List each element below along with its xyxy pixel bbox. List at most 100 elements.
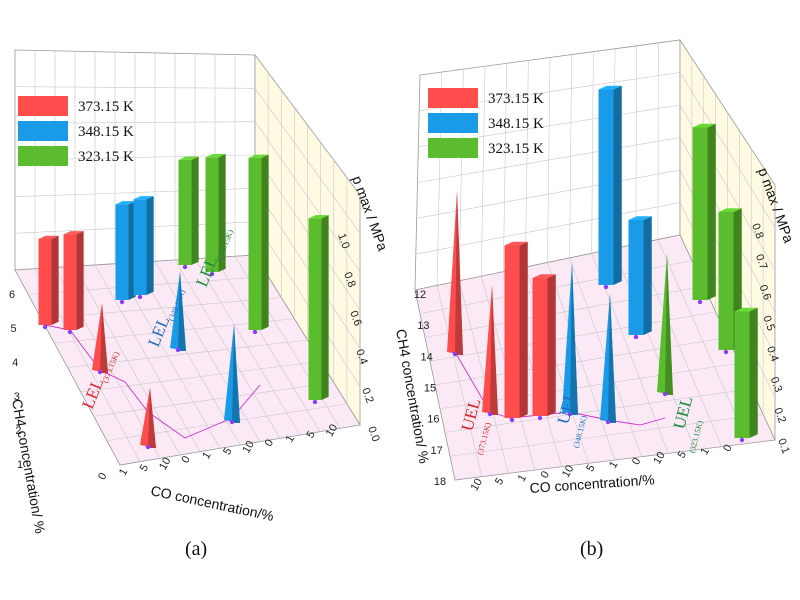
bar-32315K-0 (657, 254, 673, 397)
bar-side (707, 123, 716, 300)
floor-grid-line (80, 360, 321, 393)
legend-swatch-348-b (428, 113, 478, 133)
panel-b-caption: (b) (580, 538, 603, 560)
bar-front (308, 218, 322, 400)
bar-37315K-1 (482, 285, 498, 417)
bar-base-marker (67, 329, 73, 335)
x-tick-label: 5 (138, 462, 151, 473)
z-tick-label: 0.0 (365, 425, 382, 443)
z-tick-label: 0.3 (768, 375, 785, 393)
bar-top (692, 123, 716, 128)
bar-32315K-3 (734, 307, 758, 443)
z-tick-label: 0.4 (764, 345, 781, 363)
bar-top (178, 156, 199, 160)
floor-grid-line (444, 388, 752, 433)
bar-front (205, 157, 219, 272)
bar-34815K-0 (115, 201, 136, 305)
panel-b-chart: 373.15 K 348.15 K 323.15 K UEL (373.15K)… (393, 38, 797, 560)
grid-line (418, 104, 776, 271)
panel-a-caption: (a) (185, 538, 207, 560)
x-tick-label: 1 (698, 446, 711, 457)
bar-side (547, 274, 556, 416)
bar-cone-shade (232, 324, 240, 423)
bar-base-marker (209, 271, 215, 277)
bar-cone-shade (455, 191, 463, 355)
bar-34815K-3 (224, 324, 240, 425)
y-tick-label: 1 (17, 459, 23, 471)
bar-base-marker (633, 334, 639, 340)
bar-37315K-0 (447, 191, 463, 357)
z-tick-label: 0.8 (749, 222, 766, 240)
legend-label-373: 373.15 K (78, 99, 134, 115)
bar-cone-shade (608, 293, 616, 423)
bar-side (613, 85, 622, 285)
z-tick-label: 0.2 (359, 386, 376, 404)
y-tick-label: 5 (11, 323, 17, 335)
bar-cone-shade (100, 303, 108, 373)
panel-a-bars (38, 154, 329, 450)
x-tick-label: 1 (200, 450, 213, 461)
panel-b-bars (447, 85, 758, 443)
bar-base-marker (229, 419, 235, 425)
y-tick-label: 2 (15, 425, 21, 437)
panel-a-chart: 373.15 K 348.15 K 323.15 K LEL (373.15K)… (9, 49, 391, 560)
bar-top (115, 201, 136, 205)
bar-32315K-0 (178, 156, 199, 270)
bar-base-marker (662, 391, 668, 397)
bar-37315K-2 (92, 303, 108, 375)
legend-label-348-b: 348.15 K (488, 116, 544, 132)
legend-label-323-b: 323.15 K (488, 141, 544, 157)
bar-base-marker (537, 415, 543, 421)
bar-front (598, 89, 614, 285)
bar-cone-shade (570, 262, 578, 415)
bar-37315K-0 (38, 235, 59, 330)
bar-base-marker (119, 299, 125, 305)
bar-34815K-0 (562, 262, 578, 417)
z-tick-label: 0.1 (775, 437, 792, 455)
x-tick-label: 10 (469, 477, 486, 494)
y-tick-label: 17 (431, 445, 443, 457)
bar-front (248, 157, 262, 330)
bar-base-marker (137, 294, 143, 300)
bar-top (734, 307, 758, 312)
bar-34815K-2 (170, 271, 186, 353)
bar-base-marker (603, 284, 609, 290)
bar-base-marker (605, 419, 611, 425)
z-tick-label: 0.2 (771, 406, 788, 424)
panel-a-xlabel: CO concentration/% (149, 482, 275, 524)
legend-swatch-323-b (428, 138, 478, 158)
z-tick-label: 0.6 (347, 309, 364, 327)
x-tick-label: 1 (516, 473, 529, 484)
floor-grid-line (434, 337, 728, 386)
bar-32315K-3 (308, 215, 329, 405)
z-tick-label: 0.5 (760, 314, 777, 332)
bar-base-marker (312, 399, 318, 405)
x-tick-label: 5 (221, 446, 234, 457)
bar-front (38, 238, 52, 325)
panel-b-legend: 373.15 K 348.15 K 323.15 K (428, 88, 544, 158)
x-tick-label: 1 (607, 459, 620, 470)
y-tick-label: 12 (414, 289, 426, 301)
x-tick-label: 1 (284, 433, 297, 444)
legend-label-348: 348.15 K (78, 124, 134, 140)
x-tick-label: 5 (584, 463, 597, 474)
bar-side (218, 154, 226, 272)
x-tick-label: 10 (157, 456, 174, 473)
panel-a-ylabel: CH4 concentration/ % (9, 398, 48, 535)
bar-base-marker (509, 417, 515, 423)
z-tick-label: 0.7 (753, 253, 770, 271)
x-tick-label: 10 (651, 450, 668, 467)
bar-side (519, 241, 528, 418)
bar-side (51, 235, 59, 325)
bar-37315K-3 (532, 274, 556, 421)
y-tick-label: 3 (14, 391, 20, 403)
panel-a-limit-line (44, 324, 261, 439)
grid-line (416, 169, 776, 356)
bar-34815K-2 (598, 85, 622, 290)
panel-b-ticks: 10 5 1 0 10 5 1 0 10 5 1 0121314151617180.10.20.30.… (414, 222, 792, 493)
z-tick-label: 0.8 (341, 271, 358, 289)
bar-top (598, 85, 622, 90)
grid-line (419, 72, 776, 228)
panel-a-legend: 373.15 K 348.15 K 323.15 K (18, 96, 134, 166)
